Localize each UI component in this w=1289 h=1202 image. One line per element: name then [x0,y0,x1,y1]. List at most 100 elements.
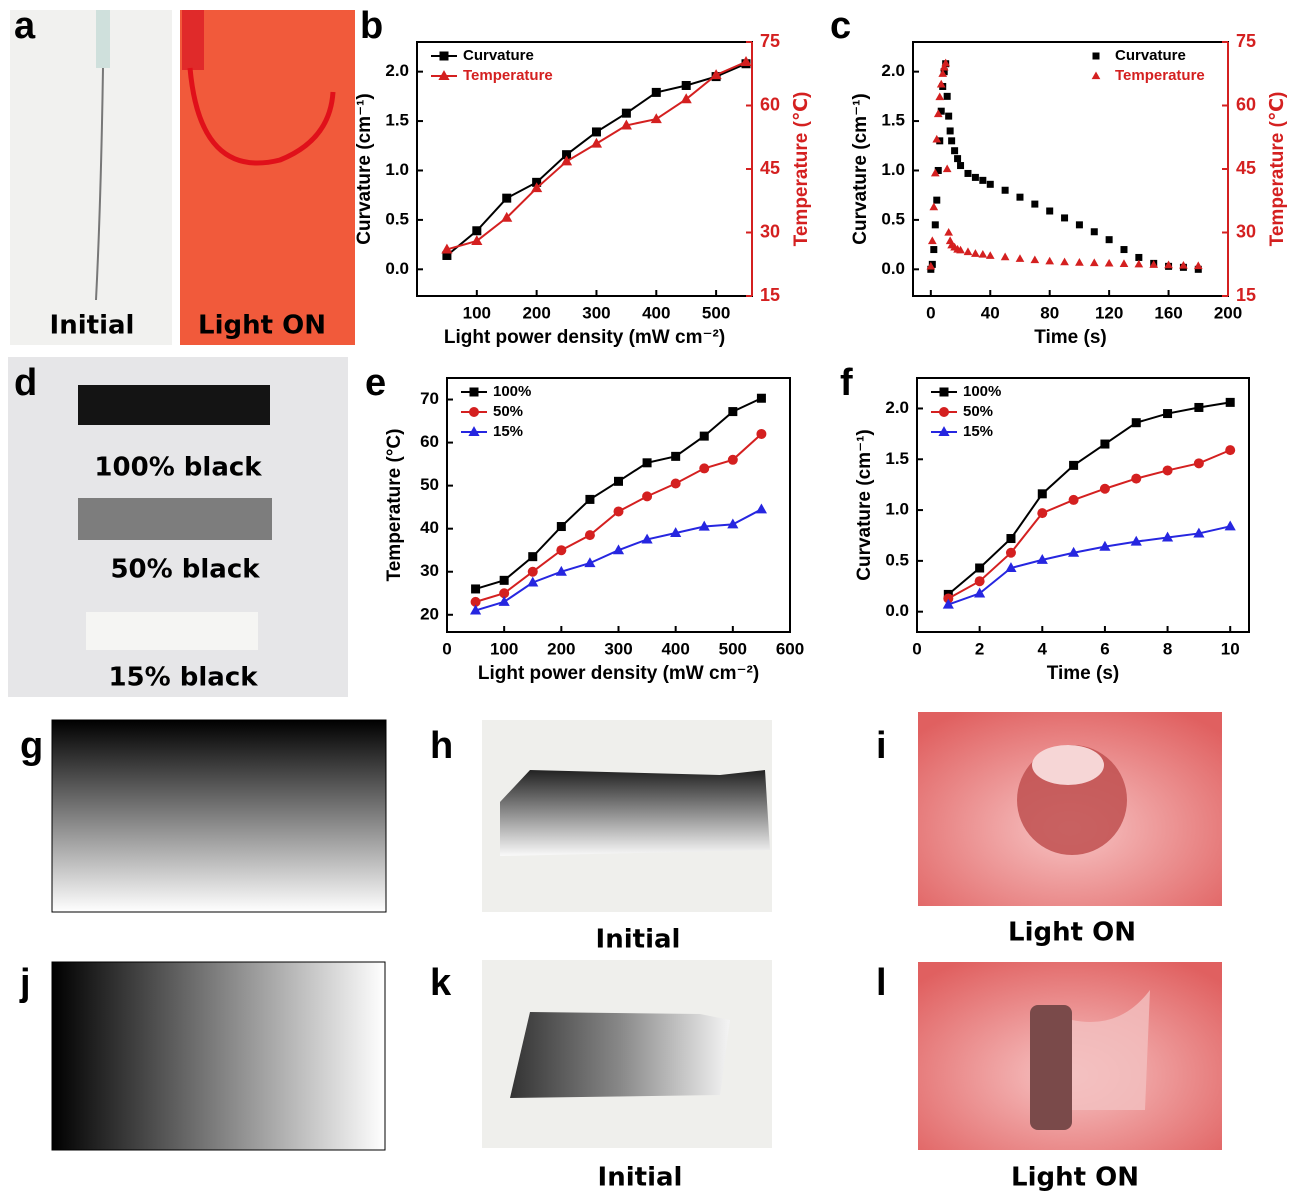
y-tick-label: 40 [420,518,439,537]
y-tick-label: 0.5 [885,550,909,569]
legend-label: Curvature [463,47,534,64]
marker [948,137,955,144]
panel-label: k [430,962,452,1004]
marker [1194,403,1203,412]
y-tick-label: 0.0 [881,259,905,278]
y-tick-label: 1.5 [385,111,409,130]
legend-label: 15% [963,423,993,440]
marker [756,503,767,513]
marker [1100,484,1110,494]
figure: Initial Light ON 100% black 50% black 15… [0,0,1289,1202]
marker [499,596,510,606]
legend-marker [1092,71,1101,79]
marker [528,567,538,577]
legend-label: 50% [493,403,523,420]
y-axis-title: Curvature (cm⁻¹) [850,93,871,245]
x-tick-label: 8 [1163,639,1172,658]
y2-axis-title: Temperature (℃) [791,92,812,247]
x-axis-title: Light power density (mW cm⁻²) [478,663,759,684]
marker [944,93,951,100]
photo-initial [10,10,172,345]
x-tick-label: 500 [719,639,747,658]
legend-marker [1093,53,1100,60]
marker [1194,458,1204,468]
marker [1105,259,1114,267]
marker [682,81,691,90]
x-tick-label: 10 [1221,639,1240,658]
x-tick-label: 400 [642,303,670,322]
x-tick-label: 120 [1095,303,1123,322]
marker [1046,208,1053,215]
strip-100 [78,385,270,425]
legend-label: Temperature [1115,67,1205,84]
y2-tick-label: 15 [1236,285,1256,305]
y-tick-label: 50 [420,475,439,494]
marker [933,197,940,204]
panel-label: f [840,362,853,404]
y2-tick-label: 15 [760,285,780,305]
marker [1060,258,1069,266]
marker [756,429,766,439]
marker [978,250,987,258]
y-axis-title: Temperature (°C) [384,429,405,582]
series-line [476,509,762,610]
y-tick-label: 1.0 [385,160,409,179]
x-tick-label: 500 [702,303,730,322]
x-tick-label: 0 [926,303,935,322]
marker [954,155,961,162]
y2-tick-label: 30 [760,221,780,241]
x-tick-label: 40 [981,303,1000,322]
panel-label: e [365,362,386,404]
gradient-horizontal [52,962,385,1150]
marker [1225,520,1236,530]
x-axis-title: Time (s) [1034,327,1107,348]
marker [987,181,994,188]
marker [1076,221,1083,228]
panel-label: h [430,725,453,767]
marker [1100,440,1109,449]
marker [585,495,594,504]
marker [1001,253,1010,261]
marker [1016,194,1023,201]
marker [986,251,995,259]
y-tick-label: 0.0 [385,259,409,278]
y-tick-label: 0.0 [885,601,909,620]
marker [945,113,952,120]
legend-marker [470,388,479,397]
marker [591,138,602,148]
marker [557,522,566,531]
clamp [182,10,204,70]
x-tick-label: 300 [604,639,632,658]
y-tick-label: 60 [420,432,439,451]
marker [1120,246,1127,253]
x-tick-label: 0 [912,639,921,658]
marker [930,246,937,253]
marker [1002,187,1009,194]
marker [528,552,537,561]
marker [1038,489,1047,498]
x-tick-label: 200 [547,639,575,658]
marker [699,463,709,473]
y-axis-title: Curvature (cm⁻¹) [354,93,375,245]
caption: 15% black [108,663,258,693]
marker [964,247,973,255]
panel-label: i [876,725,887,767]
x-tick-label: 400 [661,639,689,658]
marker [1069,461,1078,470]
y-tick-label: 2.0 [881,61,905,80]
paper [500,770,770,856]
legend-marker [469,407,479,417]
marker [951,147,958,154]
marker [929,203,938,211]
marker [700,432,709,441]
marker [728,407,737,416]
panel-label: c [830,5,851,47]
x-tick-label: 200 [1214,303,1242,322]
caption: Light ON [1011,1163,1139,1193]
y2-tick-label: 60 [1236,94,1256,114]
marker [1006,548,1016,558]
marker [979,177,986,184]
marker [671,452,680,461]
marker [1091,228,1098,235]
series-line [447,62,746,250]
